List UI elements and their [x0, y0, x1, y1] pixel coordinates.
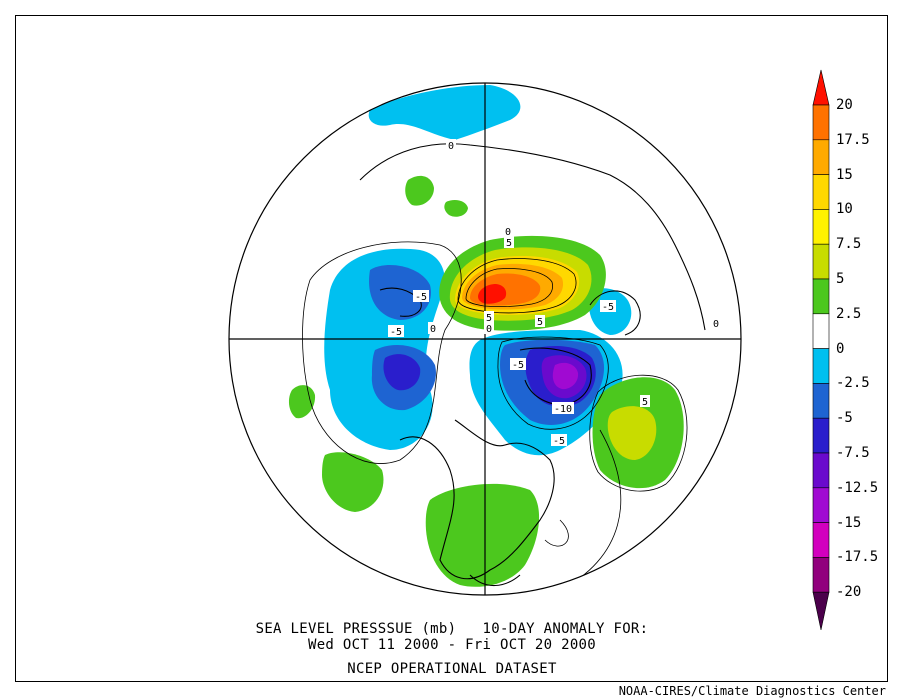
colorbar-label: 10: [836, 201, 853, 218]
contour-label: 5: [642, 397, 648, 408]
colorbar-label: -15: [836, 514, 862, 531]
colorbar-segment: [812, 278, 830, 315]
zero-contour-pacific: [302, 241, 462, 464]
contour-low: [497, 336, 609, 430]
colorbar-label: 15: [836, 166, 853, 183]
colorbar-segment: [812, 383, 830, 419]
pos-anomaly-west-pacific: [322, 452, 384, 512]
contour-label: 0: [713, 319, 719, 330]
contour-misc-1: [559, 429, 622, 591]
colorbar-label: -20: [836, 584, 862, 601]
colorbar-label: -12.5: [836, 479, 879, 496]
contour-label: -10: [554, 404, 572, 415]
contour-misc-2: [544, 519, 569, 547]
contour-label: -5: [553, 436, 565, 447]
coast-europe: [589, 290, 641, 336]
coastlines: [359, 143, 706, 587]
contour-label: 0: [430, 324, 436, 335]
colorbar-label: 17.5: [836, 131, 870, 148]
contour-label: -5: [390, 327, 402, 338]
contour-label: -5: [415, 292, 427, 303]
contour-label: -5: [512, 360, 524, 371]
colorbar: [812, 69, 830, 631]
anomaly-fields: [288, 85, 684, 587]
neg-anomaly-north-top: [368, 85, 521, 140]
coast-gulf: [469, 574, 521, 587]
neg-anomaly-canada-core: [383, 354, 421, 391]
colorbar-segment: [812, 174, 830, 210]
colorbar-segment: [812, 348, 830, 384]
contour-high-2: [465, 268, 553, 307]
contour-label: 0: [505, 227, 511, 238]
pos-anomaly-us: [425, 483, 540, 587]
colorbar-label: -17.5: [836, 549, 879, 566]
colorbar-label: 7.5: [836, 236, 862, 253]
coast-eurasia: [359, 143, 706, 331]
plot-frame: [15, 15, 888, 682]
colorbar-segment: [812, 591, 830, 631]
credit-text: NOAA-CIRES/Climate Diagnostics Center: [618, 684, 886, 698]
colorbar-segment: [812, 452, 830, 489]
neg-anomaly-core-15: [552, 362, 579, 390]
colorbar-segment: [812, 69, 830, 106]
pos-anomaly-atlantic-inner: [607, 406, 657, 460]
colorbar-segment: [812, 417, 830, 454]
neg-anomaly-alaska: [369, 265, 431, 320]
map-title-line1: SEA LEVEL PRESSSUE (mb) 10-DAY ANOMALY F…: [255, 621, 649, 637]
colorbar-segment: [812, 487, 830, 523]
colorbar-label: 2.5: [836, 305, 862, 322]
contour-label: 5: [537, 317, 543, 328]
colorbar-segment: [812, 313, 830, 349]
colorbar-label: 20: [836, 97, 853, 113]
colorbar-label: -7.5: [836, 445, 870, 461]
colorbar-segment: [812, 209, 830, 245]
colorbar-label: -5: [836, 410, 853, 427]
contour-label: 0: [448, 141, 454, 152]
pos-anomaly-pacific-small: [288, 385, 316, 419]
colorbar-label: 5: [836, 271, 845, 287]
contour-label: -5: [602, 302, 614, 313]
colorbar-segment: [812, 522, 830, 558]
map-title-line2: Wed OCT 11 2000 - Fri OCT 20 2000: [307, 637, 597, 653]
pos-anomaly-siberia-small: [405, 175, 434, 206]
colorbar-segment: [812, 557, 830, 593]
colorbar-segment: [812, 243, 830, 280]
map-title-line3: NCEP OPERATIONAL DATASET: [347, 661, 557, 677]
colorbar-label: -2.5: [836, 375, 870, 392]
colorbar-label: 0: [836, 340, 845, 357]
contour-label: 5: [506, 238, 512, 249]
pos-anomaly-north-tiny: [444, 200, 468, 217]
coast-greenland: [519, 347, 592, 406]
contour-atlantic-high: [589, 374, 688, 492]
colorbar-segment: [812, 104, 830, 141]
coast-north-america: [399, 419, 555, 580]
contour-label: 0: [486, 324, 492, 335]
contour-labels: 0 0 0 0 0 5 5 5 5 -5 -5 -5 -5 -5 -10: [388, 139, 721, 447]
colorbar-segment: [812, 139, 830, 175]
contour-label: 5: [486, 313, 492, 324]
